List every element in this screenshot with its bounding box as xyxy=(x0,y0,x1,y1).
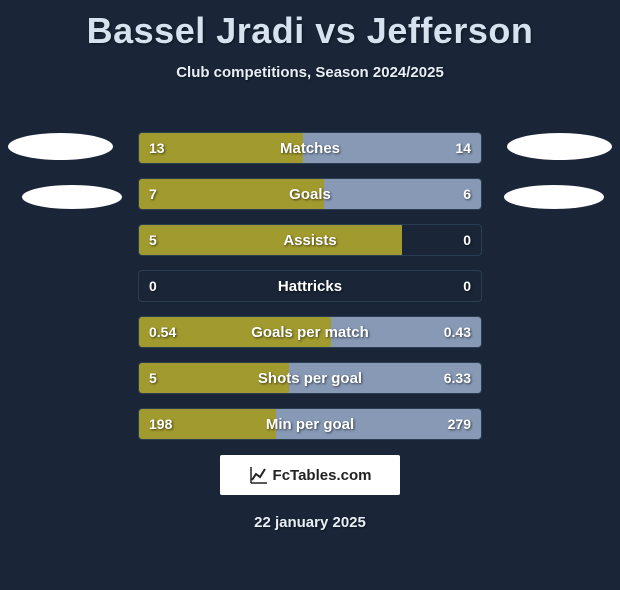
team-badge-right-1 xyxy=(507,133,612,160)
comparison-row: 50Assists xyxy=(138,224,482,256)
comparison-row: 198279Min per goal xyxy=(138,408,482,440)
comparison-row: 1314Matches xyxy=(138,132,482,164)
date-label: 22 january 2025 xyxy=(0,514,620,531)
comparison-row: 0.540.43Goals per match xyxy=(138,316,482,348)
bar-right xyxy=(289,363,481,393)
team-badge-left-1 xyxy=(8,133,113,160)
value-right: 0 xyxy=(463,271,471,301)
bar-left xyxy=(139,133,303,163)
subtitle: Club competitions, Season 2024/2025 xyxy=(0,64,620,81)
watermark: FcTables.com xyxy=(220,455,400,495)
watermark-text: FcTables.com xyxy=(273,467,372,484)
watermark-chart-icon xyxy=(249,465,269,485)
team-badge-right-2 xyxy=(504,185,604,209)
bar-left xyxy=(139,179,324,209)
comparison-row: 0 0Hattricks xyxy=(138,270,482,302)
comparison-row: 76Goals xyxy=(138,178,482,210)
bar-left xyxy=(139,225,402,255)
comparison-row: 56.33Shots per goal xyxy=(138,362,482,394)
bar-right xyxy=(331,317,481,347)
comparison-chart: 1314Matches76Goals50Assists00Hattricks0.… xyxy=(138,132,482,454)
bar-left xyxy=(139,409,276,439)
bar-left xyxy=(139,317,331,347)
value-right: 0 xyxy=(463,225,471,255)
bar-right xyxy=(276,409,481,439)
row-label: Hattricks xyxy=(139,271,481,301)
bar-right xyxy=(324,179,481,209)
bar-left xyxy=(139,363,289,393)
page-title: Bassel Jradi vs Jefferson xyxy=(0,10,620,52)
value-left: 0 xyxy=(149,271,157,301)
team-badge-left-2 xyxy=(22,185,122,209)
bar-right xyxy=(303,133,481,163)
